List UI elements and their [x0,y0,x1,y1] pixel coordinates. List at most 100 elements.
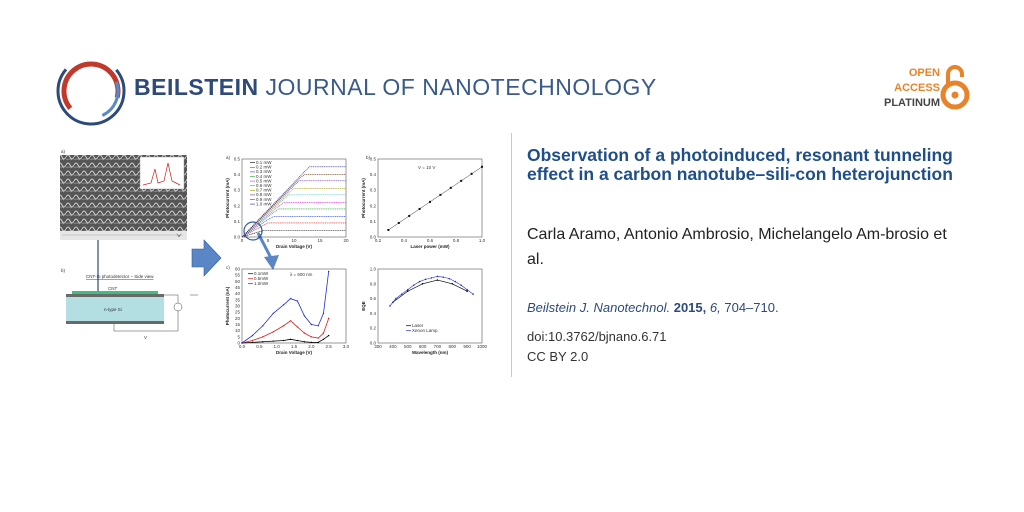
chart-b-point [429,200,431,203]
chart-d-point [472,293,474,295]
chart-b-point [439,193,442,196]
chart-c-series-line [241,318,330,344]
chart-d-point [406,288,409,291]
chart-c-point [289,297,292,300]
chart-a-legend-label: 0.2 mW [256,165,272,170]
chart-a-series-line [241,194,346,238]
chart-b-point [481,165,483,168]
chart-d-y-tick: 0.4 [370,311,377,316]
chart-c-xlabel: Drain Voltage (V) [276,350,312,355]
citation-year: 2015, [673,300,707,315]
chart-c-point [327,334,330,337]
chart-c-point [282,304,285,306]
chart-d-series-line [389,276,474,307]
chart-c-frame [241,268,347,344]
chart-c-x-tick: 3.0 [343,344,350,349]
chart-c-point [310,336,313,338]
chart-b-point [408,214,411,217]
chart-d-x-tick: 800 [449,344,457,349]
chart-c-y-tick: 20 [235,316,241,321]
chart-c-point [272,312,274,315]
chart-b-point [387,228,390,231]
chart-a-series-line [241,230,346,238]
column-divider [511,133,512,377]
chart-c-point [282,325,285,327]
chart-d-point [436,279,439,281]
chart-d-y-tick: 0.8 [370,281,377,286]
journal-name-rest: JOURNAL OF NANOTECHNOLOGY [265,74,657,100]
chart-c-point [251,334,254,337]
chart-d-x-tick: 700 [434,344,442,349]
chart-d-y-tick: 0.2 [370,326,377,331]
chart-d-point [389,305,391,307]
chart-b-y-tick: 0.4 [370,172,377,177]
chart-d-point [460,284,463,287]
chart-a-y-tick: 0.5 [234,157,241,162]
chart-d-x-tick: 300 [374,344,382,349]
chart-c-point [251,339,254,342]
chart-c-point [310,341,313,344]
chart-c-point [289,320,292,322]
chart-c-point [289,338,292,340]
article-title[interactable]: Observation of a photoinduced, resonant … [527,145,953,184]
chart-c-point [296,339,299,342]
chart-a-legend-label: 0.6 mW [256,183,272,188]
device-title: CNT-Si photodetector – Side view [86,274,154,279]
chart-a-x-tick: 10 [291,238,297,243]
chart-a-legend-label: 0.1 mW [256,160,272,165]
chart-c-point [303,341,306,343]
chart-c-y-tick: 0 [237,341,240,346]
chart-c-point [317,337,319,339]
chart-b-point [397,221,400,224]
chart-c-point [327,317,330,320]
citation-journal: Beilstein J. Nanotechnol. [527,300,671,315]
chart-a-series-line [241,174,346,238]
chart-a-y-tick: 0.1 [234,219,241,224]
article-authors: Carla Aramo, Antonio Ambrosio, Michelang… [527,226,947,268]
chart-c-point [272,340,274,342]
chart-a-legend-label: 0.5 mW [256,178,272,183]
chart-d-point [412,284,415,287]
chart-b-point [418,207,421,210]
chart-a-legend-label: 0.4 mW [256,174,272,179]
chart-c-point [251,341,254,344]
chart-c-y-tick: 35 [235,297,241,302]
chart-d-point [466,290,468,292]
chart-b-x-tick: 0.8 [453,238,460,243]
chart-d-xlabel: Wavelength (nm) [412,350,449,355]
chart-d-point [454,280,457,283]
chart-b-point [460,179,463,182]
chart-d-point [424,278,427,281]
chart-a-legend-label: 0.8 mW [256,192,272,197]
chart-d-point [406,290,409,292]
chart-d-series-line [392,279,468,303]
chart-c-x-tick: 1.5 [291,344,298,349]
panel-label-b-left: b) [61,268,66,273]
chart-a-legend-label: 1.0 mW [256,201,272,206]
chart-d-frame [377,268,483,344]
chart-a-frame [241,158,347,238]
article-license[interactable]: CC BY 2.0 [527,349,589,364]
panel-label-b-right: b) [366,155,371,160]
chart-b-x-tick: 0.2 [375,238,382,243]
chart-a-x-tick: 5 [267,238,270,243]
chart-c-x-tick: 0.5 [256,344,263,349]
chart-c-point [322,332,325,334]
article-doi[interactable]: doi:10.3762/bjnano.6.71 [527,329,667,344]
chart-iv-curves: 0 5 10 15 20 0.0 0.1 0.2 0.3 0.4 0.5 Drain Voltage … [225,157,349,250]
chart-c-point [272,331,274,333]
chart-c-y-tick: 10 [235,328,241,333]
chart-d-legend-label: Xenon Lamp [412,328,438,333]
chart-c-point [262,341,264,343]
chart-a-xlabel: Drain Voltage (V) [276,244,312,249]
chart-c-point [322,338,325,340]
chart-c-point [241,342,243,344]
chart-d-point [400,293,403,295]
chart-d-y-tick: 1.0 [370,267,377,272]
device-si-label: n-type Si [104,307,122,312]
chart-c-ylabel: Photocurrent (nA) [225,286,230,325]
panel-label-c-right: c) [226,265,230,270]
chart-c-point [296,300,299,302]
citation-volume: 6, [709,300,721,315]
chart-c-y-tick: 25 [235,310,241,315]
